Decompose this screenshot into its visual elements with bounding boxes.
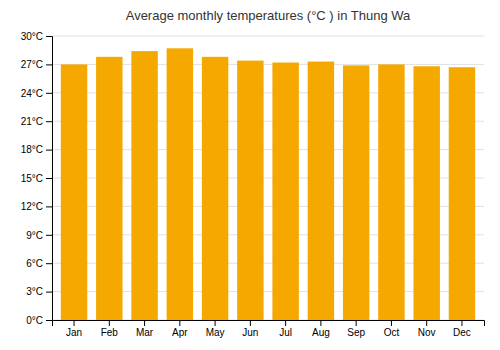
x-tick: Aug <box>312 320 330 338</box>
x-tick-label: Aug <box>312 327 330 338</box>
y-tick: 30°C <box>21 31 52 42</box>
y-tick-mark <box>46 36 52 37</box>
y-tick-mark <box>46 178 52 179</box>
y-tick: 27°C <box>21 59 52 70</box>
chart: Average monthly temperatures (°C ) in Th… <box>0 0 500 350</box>
y-tick: 15°C <box>21 173 52 184</box>
x-tick: Jan <box>66 320 82 338</box>
y-tick-label: 24°C <box>21 88 43 99</box>
y-tick-mark <box>46 121 52 122</box>
x-tick-label: Nov <box>418 327 436 338</box>
x-tick-mark <box>426 320 427 326</box>
chart-title: Average monthly temperatures (°C ) in Th… <box>126 8 411 23</box>
x-tick-label: Sep <box>347 327 365 338</box>
y-tick-label: 3°C <box>26 286 43 297</box>
x-axis: Jan Feb Mar Apr May Jun Jul Aug Sep Oct Nov Dec <box>53 320 485 338</box>
bar <box>237 61 263 320</box>
x-tick-mark <box>356 320 357 326</box>
bar <box>131 51 157 320</box>
bars <box>61 48 475 320</box>
y-tick: 0°C <box>26 315 52 326</box>
x-tick: Jun <box>242 320 258 338</box>
x-tick-mark <box>320 320 321 326</box>
x-tick-label: Oct <box>384 327 400 338</box>
bar <box>308 62 334 320</box>
bar <box>61 64 87 320</box>
x-tick-label: Mar <box>136 327 154 338</box>
y-tick-label: 0°C <box>26 315 43 326</box>
x-tick-label: Feb <box>101 327 119 338</box>
x-tick-mark <box>179 320 180 326</box>
y-tick-label: 12°C <box>21 201 43 212</box>
y-tick-mark <box>46 320 52 321</box>
x-tick: Sep <box>347 320 365 338</box>
y-tick-mark <box>46 292 52 293</box>
y-tick-mark <box>46 235 52 236</box>
x-tick-mark <box>250 320 251 326</box>
y-tick-mark <box>46 206 52 207</box>
x-tick: Mar <box>136 320 154 338</box>
y-tick-label: 18°C <box>21 144 43 155</box>
bar <box>96 57 122 320</box>
x-tick-label: May <box>206 327 225 338</box>
y-tick: 9°C <box>26 230 52 241</box>
x-tick-mark <box>461 320 462 326</box>
x-tick: Feb <box>101 320 119 338</box>
y-tick-label: 21°C <box>21 116 43 127</box>
grid-line <box>52 36 484 37</box>
axis-domain <box>46 37 53 321</box>
grid <box>52 36 484 320</box>
bar <box>272 63 298 320</box>
y-tick-label: 15°C <box>21 173 43 184</box>
axis-domain <box>53 321 485 327</box>
y-axis: 0°C 3°C 6°C 9°C 12°C 15°C 18°C 21°C 24°C 27°C 30°C <box>21 31 53 326</box>
y-tick: 18°C <box>21 144 52 155</box>
x-tick: Jul <box>279 320 292 338</box>
y-tick: 6°C <box>26 258 52 269</box>
y-tick: 24°C <box>21 88 52 99</box>
y-tick-mark <box>46 64 52 65</box>
x-tick-label: Apr <box>172 327 188 338</box>
x-tick-mark <box>391 320 392 326</box>
x-tick-label: Jun <box>242 327 258 338</box>
y-tick-label: 30°C <box>21 31 43 42</box>
x-tick-mark <box>215 320 216 326</box>
y-tick: 21°C <box>21 116 52 127</box>
bar <box>343 65 369 320</box>
bar <box>167 48 193 320</box>
y-tick-mark <box>46 263 52 264</box>
x-tick-label: Dec <box>453 327 471 338</box>
plot-area: Jan Feb Mar Apr May Jun Jul Aug Sep Oct Nov Dec 0°C 3… <box>21 31 485 338</box>
y-tick: 12°C <box>21 201 52 212</box>
bar <box>449 67 475 320</box>
x-tick-mark <box>144 320 145 326</box>
x-tick-mark <box>74 320 75 326</box>
x-tick: Nov <box>418 320 436 338</box>
x-tick: May <box>206 320 225 338</box>
y-tick: 3°C <box>26 286 52 297</box>
y-tick-label: 6°C <box>26 258 43 269</box>
y-tick-label: 9°C <box>26 230 43 241</box>
bar <box>413 66 439 320</box>
x-tick-mark <box>285 320 286 326</box>
x-tick-mark <box>109 320 110 326</box>
y-tick-mark <box>46 93 52 94</box>
x-tick: Apr <box>172 320 188 338</box>
y-tick-label: 27°C <box>21 59 43 70</box>
x-tick: Oct <box>384 320 400 338</box>
x-tick-label: Jan <box>66 327 82 338</box>
x-tick-label: Jul <box>279 327 292 338</box>
x-tick: Dec <box>453 320 471 338</box>
bar <box>202 57 228 320</box>
y-tick-mark <box>46 150 52 151</box>
bar <box>378 64 404 320</box>
